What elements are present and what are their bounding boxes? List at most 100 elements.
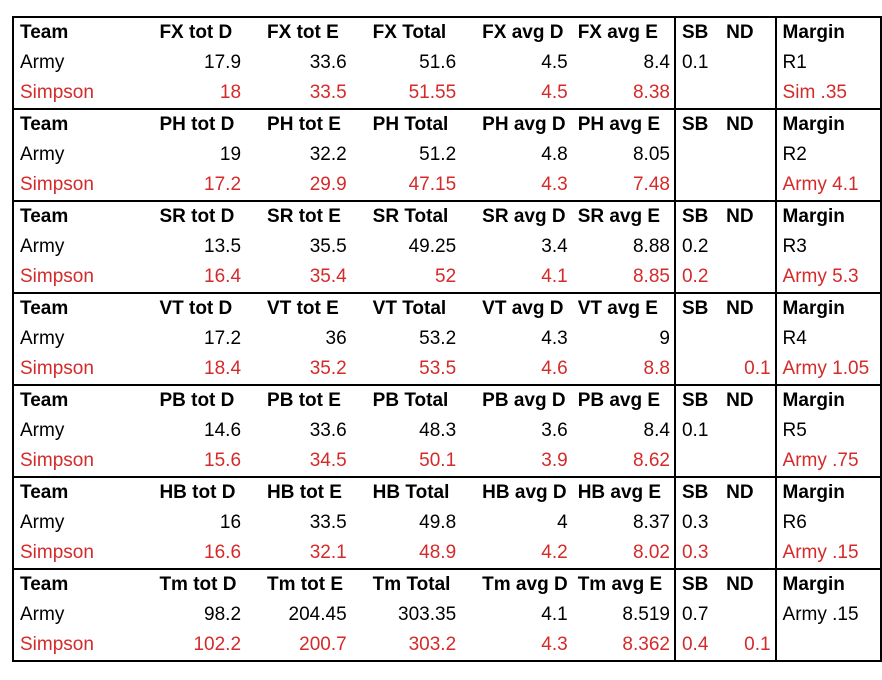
cell-team: Simpson <box>11 78 138 109</box>
table-row: Simpson 16.6 32.1 48.9 4.2 8.02 0.3 Army .15 <box>11 538 882 569</box>
header-cell-total: PH Total <box>350 108 461 140</box>
cell-sb: 0.2 <box>673 262 723 293</box>
cell-team: Army <box>11 140 138 170</box>
table-row: Simpson 17.2 29.9 47.15 4.3 7.48 Army 4.1 <box>11 170 882 201</box>
cell-avg-d: 4.5 <box>541 82 568 103</box>
cell-total: 52 <box>435 266 457 287</box>
header-cell-nd: ND <box>722 384 776 416</box>
cell-nd <box>722 324 775 354</box>
header-cell-nd: ND <box>722 476 776 508</box>
cell-team: Simpson <box>11 354 138 385</box>
cell-margin: R5 <box>774 416 882 446</box>
cell-team: Simpson <box>11 630 138 662</box>
header-cell-nd: ND <box>722 16 776 48</box>
cell-total: 51.2 <box>419 144 457 165</box>
cell-nd <box>722 538 775 569</box>
cell-tot-d: 15.6 <box>204 450 242 471</box>
header-cell-tot-e: PB tot E <box>245 384 351 416</box>
table-row: Simpson 15.6 34.5 50.1 3.9 8.62 Army .75 <box>11 446 882 477</box>
cell-tot-d: 16.4 <box>204 266 242 287</box>
header-cell-total: PB Total <box>350 384 461 416</box>
header-cell-team: Team <box>11 16 138 48</box>
cell-nd <box>722 262 775 293</box>
header-row: Team PH tot D PH tot E PH Total PH avg D PH a… <box>11 108 882 140</box>
table-row: Army 14.6 33.6 48.3 3.6 8.4 0.1 R5 <box>11 416 882 446</box>
header-cell-margin: Margin <box>774 568 882 600</box>
cell-nd: 0.1 <box>744 358 771 379</box>
header-cell-total: VT Total <box>350 292 461 324</box>
cell-margin: Army .15 <box>774 600 882 630</box>
header-cell-total: HB Total <box>350 476 461 508</box>
header-cell-tot-d: SR tot D <box>137 200 246 232</box>
cell-team: Simpson <box>11 262 138 293</box>
header-cell-margin: Margin <box>774 476 882 508</box>
header-cell-avg-d: SR avg D <box>460 200 572 232</box>
cell-tot-e: 33.6 <box>309 52 347 73</box>
cell-tot-d: 19 <box>219 144 242 165</box>
cell-tot-d: 18 <box>219 82 242 103</box>
cell-margin: Sim .35 <box>774 78 882 109</box>
header-cell-avg-d: PB avg D <box>460 384 572 416</box>
cell-sb: 0.3 <box>673 538 723 569</box>
cell-avg-d: 4.1 <box>541 266 568 287</box>
cell-avg-e: 8.37 <box>632 512 670 533</box>
header-cell-tot-e: Tm tot E <box>245 568 351 600</box>
cell-margin: Army .15 <box>774 538 882 569</box>
cell-total: 51.55 <box>408 82 457 103</box>
header-cell-avg-e: PB avg E <box>571 384 675 416</box>
header-cell-tot-e: FX tot E <box>245 16 351 48</box>
cell-tot-d: 16.6 <box>204 542 242 563</box>
cell-total: 53.2 <box>419 328 457 349</box>
header-cell-nd: ND <box>722 200 776 232</box>
header-row: Team Tm tot D Tm tot E Tm Total Tm avg D Tm a… <box>11 568 882 600</box>
cell-avg-d: 4.6 <box>541 358 568 379</box>
header-cell-tot-d: Tm tot D <box>137 568 246 600</box>
cell-avg-e: 8.4 <box>643 420 670 441</box>
cell-total: 49.8 <box>419 512 457 533</box>
cell-tot-d: 102.2 <box>137 630 246 662</box>
cell-team: Army <box>11 324 138 354</box>
cell-tot-e: 33.5 <box>309 512 347 533</box>
header-cell-total: Tm Total <box>350 568 461 600</box>
table-row: Army 17.9 33.6 51.6 4.5 8.4 0.1 R1 <box>11 48 882 78</box>
header-cell-avg-e: SR avg E <box>571 200 675 232</box>
table-row: Simpson 16.4 35.4 52 4.1 8.85 0.2 Army 5.3 <box>11 262 882 293</box>
cell-avg-d: 4 <box>557 512 568 533</box>
header-row: Team FX tot D FX tot E FX Total FX avg D FX a… <box>11 16 882 48</box>
cell-tot-d: 17.2 <box>204 328 242 349</box>
cell-tot-d: 18.4 <box>204 358 242 379</box>
cell-team: Army <box>11 48 138 78</box>
header-cell-tot-d: PB tot D <box>137 384 246 416</box>
cell-tot-e: 36 <box>325 328 347 349</box>
cell-avg-e: 8.62 <box>632 450 670 471</box>
cell-total: 48.9 <box>419 542 457 563</box>
header-cell-sb: SB <box>673 568 723 600</box>
header-cell-avg-d: VT avg D <box>460 292 572 324</box>
cell-avg-e: 8.88 <box>632 236 670 257</box>
header-cell-nd: ND <box>722 292 776 324</box>
cell-team: Simpson <box>11 446 138 477</box>
cell-avg-e: 8.02 <box>632 542 670 563</box>
cell-nd <box>722 600 775 630</box>
cell-tot-e: 32.2 <box>309 144 347 165</box>
header-cell-margin: Margin <box>774 384 882 416</box>
cell-avg-d: 3.4 <box>541 236 568 257</box>
cell-total: 48.3 <box>419 420 457 441</box>
cell-nd <box>722 48 775 78</box>
cell-avg-e: 7.48 <box>632 174 670 195</box>
cell-sb: 0.3 <box>673 508 723 538</box>
cell-avg-e: 8.519 <box>622 604 670 625</box>
score-table: Team FX tot D FX tot E FX Total FX avg D FX a… <box>11 16 882 662</box>
header-cell-total: SR Total <box>350 200 461 232</box>
cell-avg-e: 9 <box>659 328 670 349</box>
cell-sb <box>673 446 723 477</box>
cell-avg-e: 8.85 <box>632 266 670 287</box>
cell-nd <box>722 508 775 538</box>
cell-tot-e: 35.4 <box>309 266 347 287</box>
cell-team: Simpson <box>11 538 138 569</box>
cell-sb: 0.7 <box>673 600 723 630</box>
header-cell-tot-d: FX tot D <box>137 16 246 48</box>
header-cell-margin: Margin <box>774 108 882 140</box>
cell-avg-e: 8.38 <box>632 82 670 103</box>
cell-sb: 0.1 <box>673 416 723 446</box>
